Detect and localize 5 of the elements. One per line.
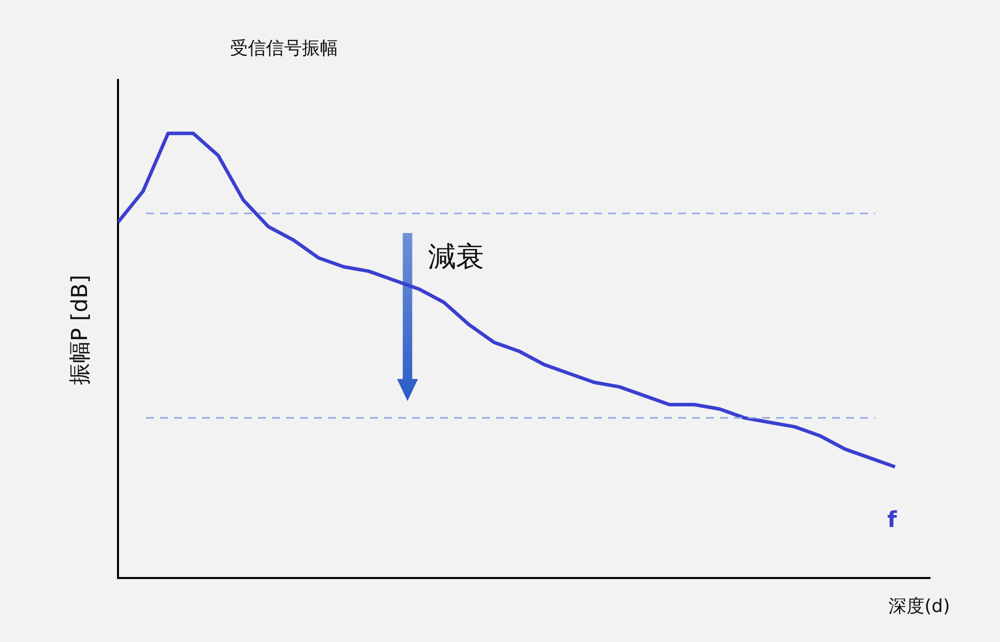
x-axis-title: 深度(d) <box>888 595 950 618</box>
y-axis-title: 振幅P [dB] <box>67 274 94 386</box>
chart-title: 受信信号振幅 <box>230 37 338 60</box>
annotation: 減衰 <box>428 239 484 275</box>
series-label: f <box>887 508 898 533</box>
